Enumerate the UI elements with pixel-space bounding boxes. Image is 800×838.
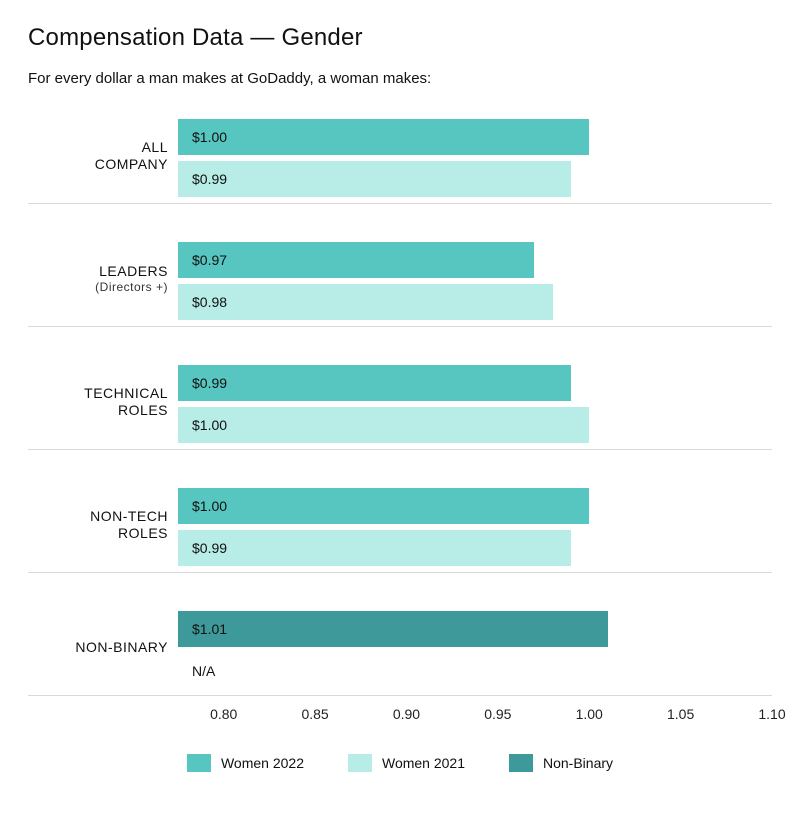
legend-label: Women 2022	[221, 755, 304, 771]
legend-item: Women 2021	[348, 754, 465, 772]
bar-group: ALLCOMPANY $1.00 $0.99	[28, 109, 772, 204]
bar: $0.98	[178, 284, 553, 320]
category-label: LEADERS(Directors +)	[28, 232, 178, 326]
compensation-bar-chart: ALLCOMPANY $1.00 $0.99 LEADERS(Directors +)…	[28, 109, 772, 696]
legend-label: Non-Binary	[543, 755, 613, 771]
axis-tick: 0.85	[301, 706, 328, 722]
bar-value-label: $1.00	[192, 417, 227, 433]
legend-swatch	[509, 754, 533, 772]
bar-group: TECHNICALROLES $0.99 $1.00	[28, 355, 772, 450]
category-label-line: ROLES	[118, 402, 168, 420]
category-label-line: ALL	[142, 139, 168, 157]
category-label-line: (Directors +)	[95, 280, 168, 295]
bar: N/A	[178, 653, 772, 689]
bar-track: $0.99 $1.00	[178, 355, 772, 449]
axis-tick: 0.80	[210, 706, 237, 722]
bar-group: LEADERS(Directors +) $0.97 $0.98	[28, 232, 772, 327]
category-label-line: NON-BINARY	[75, 639, 168, 657]
axis-tick: 1.10	[758, 706, 785, 722]
bar-value-label: $0.99	[192, 171, 227, 187]
bar-value-label: $0.98	[192, 294, 227, 310]
bar-track: $1.01 N/A	[178, 601, 772, 695]
bar-group: NON-BINARY $1.01 N/A	[28, 601, 772, 696]
bar: $0.99	[178, 365, 571, 401]
category-label-line: NON-TECH	[90, 508, 168, 526]
legend-item: Non-Binary	[509, 754, 613, 772]
category-label: NON-TECHROLES	[28, 478, 178, 572]
category-label-line: COMPANY	[95, 156, 168, 174]
legend-swatch	[187, 754, 211, 772]
legend-label: Women 2021	[382, 755, 465, 771]
x-axis: 0.800.850.900.951.001.051.10	[178, 706, 772, 728]
axis-tick: 0.95	[484, 706, 511, 722]
category-label: TECHNICALROLES	[28, 355, 178, 449]
bar: $1.00	[178, 488, 589, 524]
bar: $1.00	[178, 119, 589, 155]
bar-value-label: N/A	[192, 663, 215, 679]
bar: $0.97	[178, 242, 534, 278]
bar-value-label: $0.99	[192, 375, 227, 391]
bar-value-label: $1.00	[192, 129, 227, 145]
bar-track: $1.00 $0.99	[178, 478, 772, 572]
chart-title: Compensation Data — Gender	[28, 24, 772, 52]
category-label-line: TECHNICAL	[84, 385, 168, 403]
bar-track: $1.00 $0.99	[178, 109, 772, 203]
legend-item: Women 2022	[187, 754, 304, 772]
axis-tick: 1.05	[667, 706, 694, 722]
legend: Women 2022 Women 2021 Non-Binary	[28, 754, 772, 772]
bar: $0.99	[178, 161, 571, 197]
category-label: ALLCOMPANY	[28, 109, 178, 203]
bar: $1.01	[178, 611, 608, 647]
category-label: NON-BINARY	[28, 601, 178, 695]
bar-value-label: $1.01	[192, 621, 227, 637]
legend-swatch	[348, 754, 372, 772]
bar-track: $0.97 $0.98	[178, 232, 772, 326]
chart-subtitle: For every dollar a man makes at GoDaddy,…	[28, 70, 772, 87]
category-label-line: ROLES	[118, 525, 168, 543]
axis-tick: 1.00	[576, 706, 603, 722]
bar: $1.00	[178, 407, 589, 443]
axis-tick: 0.90	[393, 706, 420, 722]
bar-value-label: $1.00	[192, 498, 227, 514]
category-label-line: LEADERS	[99, 263, 168, 281]
bar: $0.99	[178, 530, 571, 566]
bar-group: NON-TECHROLES $1.00 $0.99	[28, 478, 772, 573]
bar-value-label: $0.97	[192, 252, 227, 268]
bar-value-label: $0.99	[192, 540, 227, 556]
